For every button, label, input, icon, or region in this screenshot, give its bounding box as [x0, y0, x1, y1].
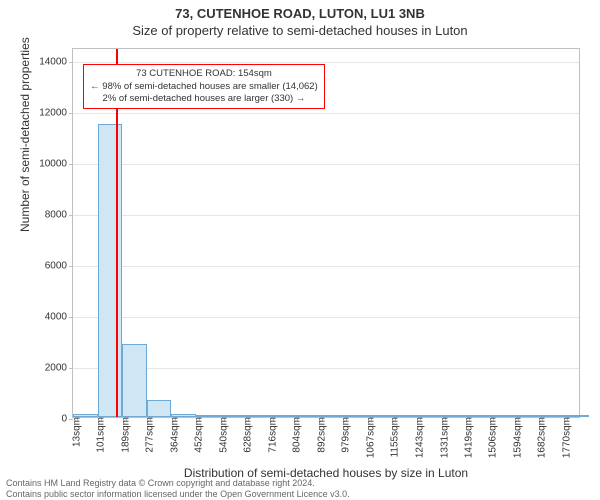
histogram-bar	[147, 400, 172, 417]
x-tick-label: 277sqm	[145, 417, 156, 453]
x-tick-label: 1594sqm	[512, 417, 523, 458]
x-tick-label: 13sqm	[71, 417, 82, 447]
x-tick-label: 628sqm	[243, 417, 254, 453]
x-tick-label: 979sqm	[341, 417, 352, 453]
x-tick-label: 1331sqm	[439, 417, 450, 458]
y-axis-label: Number of semi-detached properties	[18, 37, 32, 232]
footer-line-2: Contains public sector information licen…	[6, 489, 350, 500]
x-tick-label: 452sqm	[194, 417, 205, 453]
x-tick-label: 804sqm	[292, 417, 303, 453]
y-tick-label: 4000	[45, 311, 73, 322]
page-title-sub: Size of property relative to semi-detach…	[0, 21, 600, 38]
x-tick-label: 716sqm	[267, 417, 278, 453]
y-tick-label: 10000	[39, 158, 73, 169]
x-tick-label: 364sqm	[169, 417, 180, 453]
footer-line-1: Contains HM Land Registry data © Crown c…	[6, 478, 350, 489]
chart-frame: 0200040006000800010000120001400013sqm101…	[72, 48, 580, 418]
footer-attribution: Contains HM Land Registry data © Crown c…	[6, 478, 350, 500]
histogram-bar	[122, 344, 147, 417]
histogram-bar	[98, 124, 123, 417]
y-tick-label: 6000	[45, 260, 73, 271]
annotation-line-3: 2% of semi-detached houses are larger (3…	[90, 93, 318, 105]
y-tick-label: 12000	[39, 107, 73, 118]
x-tick-label: 1067sqm	[365, 417, 376, 458]
annotation-box: 73 CUTENHOE ROAD: 154sqm← 98% of semi-de…	[83, 64, 325, 109]
x-tick-label: 1419sqm	[464, 417, 475, 458]
x-tick-label: 1243sqm	[414, 417, 425, 458]
x-tick-label: 540sqm	[218, 417, 229, 453]
annotation-line-1: 73 CUTENHOE ROAD: 154sqm	[90, 68, 318, 80]
x-tick-label: 1682sqm	[537, 417, 548, 458]
x-tick-label: 1155sqm	[390, 417, 401, 457]
x-tick-label: 189sqm	[120, 417, 131, 453]
x-tick-label: 892sqm	[316, 417, 327, 453]
y-tick-label: 14000	[39, 56, 73, 67]
bar-chart: 0200040006000800010000120001400013sqm101…	[72, 48, 580, 418]
x-tick-label: 1506sqm	[488, 417, 499, 458]
annotation-line-2: ← 98% of semi-detached houses are smalle…	[90, 81, 318, 93]
x-tick-label: 101sqm	[96, 417, 107, 453]
x-tick-label: 1770sqm	[562, 417, 573, 458]
page-title-address: 73, CUTENHOE ROAD, LUTON, LU1 3NB	[0, 0, 600, 21]
y-tick-label: 8000	[45, 209, 73, 220]
y-tick-label: 2000	[45, 362, 73, 373]
